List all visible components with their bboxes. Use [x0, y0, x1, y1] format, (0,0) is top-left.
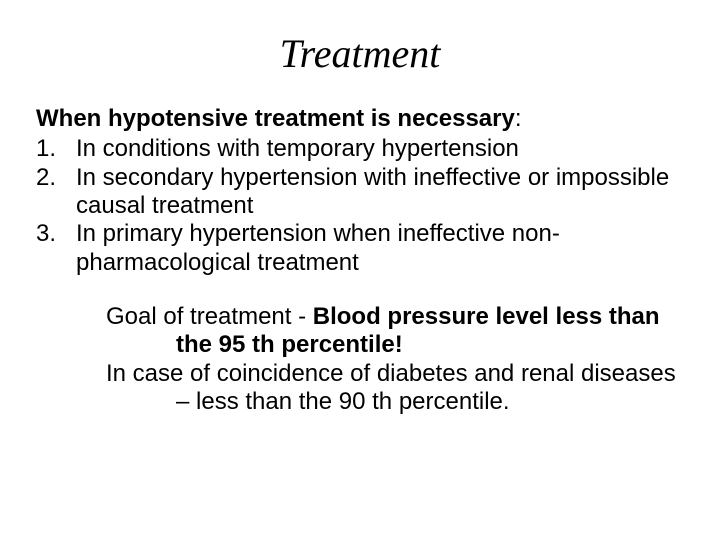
slide: Treatment When hypotensive treatment is …	[0, 0, 720, 540]
goal-block: Goal of treatment - Blood pressure level…	[36, 303, 684, 416]
body-text: When hypotensive treatment is necessary:…	[36, 105, 684, 416]
list-item: 2. In secondary hypertension with ineffe…	[36, 164, 684, 221]
item-number: 1.	[36, 135, 76, 163]
coincidence-line: In case of coincidence of diabetes and r…	[106, 360, 684, 417]
goal-prefix: Goal of treatment -	[106, 303, 313, 330]
item-text: In conditions with temporary hypertensio…	[76, 135, 684, 163]
item-text: In primary hypertension when ineffective…	[76, 220, 684, 277]
goal-line: Goal of treatment - Blood pressure level…	[106, 303, 684, 360]
list-item: 3. In primary hypertension when ineffect…	[36, 220, 684, 277]
lead-colon: :	[515, 105, 522, 132]
item-text: In secondary hypertension with ineffecti…	[76, 164, 684, 221]
item-number: 2.	[36, 164, 76, 221]
lead-line: When hypotensive treatment is necessary:	[36, 105, 684, 133]
numbered-list: 1. In conditions with temporary hyperten…	[36, 135, 684, 277]
item-number: 3.	[36, 220, 76, 277]
lead-text: When hypotensive treatment is necessary	[36, 105, 515, 132]
list-item: 1. In conditions with temporary hyperten…	[36, 135, 684, 163]
slide-title: Treatment	[36, 30, 684, 77]
